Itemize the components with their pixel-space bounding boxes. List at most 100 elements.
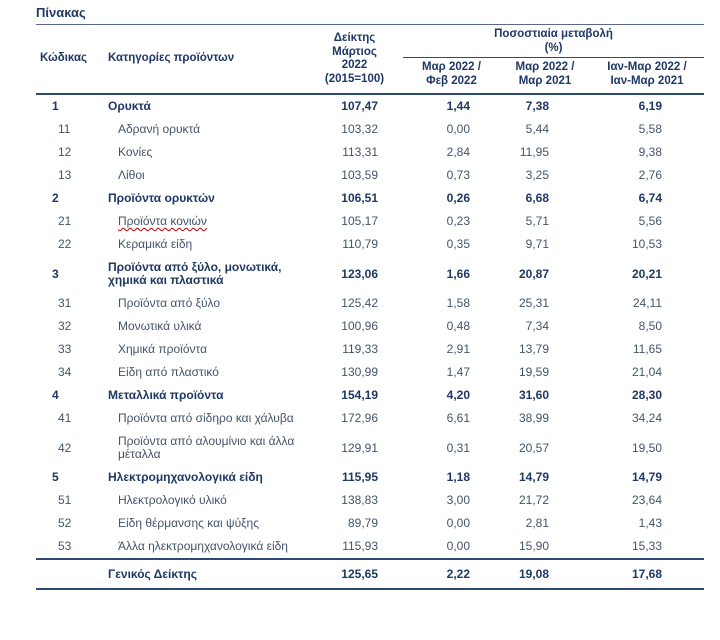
product-code: 41 (58, 411, 72, 425)
index-value: 103,59 (341, 168, 378, 182)
product-code: 1 (52, 99, 59, 113)
product-code: 52 (58, 516, 72, 530)
product-category-label: Προϊόντα από ξύλο, μονωτικά, χημικά και … (108, 260, 282, 287)
general-index-value: 125,65 (306, 558, 403, 590)
index-value: 115,93 (342, 539, 378, 553)
product-category-label: Προϊόντα ορυκτών (108, 191, 215, 205)
table-row: 32 Μονωτικά υλικά 100,96 0,48 7,34 8,50 (36, 315, 704, 338)
product-category: Προϊόντα από αλουμίνιο και άλλα μέταλλα (106, 430, 306, 466)
mom-change: 0,26 (446, 191, 470, 205)
product-category-label: Ορυκτά (108, 99, 151, 113)
footer-empty-code (36, 558, 106, 590)
index-value: 129,91 (341, 440, 378, 455)
yoy-change: 13,79 (518, 342, 549, 356)
mom-change: 1,44 (446, 99, 470, 113)
index-value: 138,83 (341, 493, 378, 507)
price-index-table: Κώδικας Κατηγορίες προϊόντων Δείκτης Μάρ… (36, 24, 705, 590)
index-value: 125,42 (341, 296, 378, 310)
product-category: Ηλεκτρομηχανολογικά είδη (106, 466, 306, 489)
mom-change: 6,61 (446, 411, 470, 425)
product-category-label: Λίθοι (118, 168, 145, 182)
table-row: 52 Είδη θέρμανσης και ψύξης 89,79 0,00 2… (36, 512, 704, 535)
product-code: 42 (58, 440, 72, 455)
cumulative-change: 14,79 (631, 470, 663, 484)
yoy-change: 5,44 (525, 122, 549, 136)
product-category: Ορυκτά (106, 94, 306, 118)
product-category: Μεταλλικά προϊόντα (106, 384, 306, 407)
yoy-change: 38,99 (518, 411, 549, 425)
mom-change: 1,18 (446, 470, 470, 484)
product-category-label: Προϊόντα από ξύλο (118, 296, 220, 310)
product-category: Προϊόντα από ξύλο (106, 292, 306, 315)
product-category-label: Άλλα ηλεκτρομηχανολογικά είδη (118, 539, 288, 553)
table-row: 53 Άλλα ηλεκτρομηχανολογικά είδη 115,93 … (36, 535, 704, 559)
mom-change: 1,66 (446, 266, 470, 281)
yoy-change: 19,59 (518, 365, 549, 379)
product-category-label: Κονίες (118, 145, 153, 159)
product-code: 31 (58, 296, 72, 310)
product-category: Προϊόντα κονιών (106, 210, 306, 233)
product-category-label: Μονωτικά υλικά (118, 319, 202, 333)
cumulative-change: 9,38 (638, 145, 663, 159)
cumulative-change: 23,64 (631, 493, 663, 507)
general-index-yoy: 19,08 (500, 558, 590, 590)
product-code: 34 (58, 365, 72, 379)
product-code: 3 (52, 266, 59, 281)
mom-change: 0,00 (446, 122, 470, 136)
product-category-label: Ηλεκτρολογικό υλικό (118, 493, 227, 507)
cumulative-change: 21,04 (631, 365, 663, 379)
product-category: Προϊόντα από σίδηρο και χάλυβα (106, 407, 306, 430)
product-code: 12 (58, 145, 72, 159)
product-category: Είδη θέρμανσης και ψύξης (106, 512, 306, 535)
product-code: 51 (58, 493, 72, 507)
cumulative-change: 10,53 (631, 237, 663, 251)
table-row: 51 Ηλεκτρολογικό υλικό 138,83 3,00 21,72… (36, 489, 704, 512)
column-header-pct-group: Ποσοστιαία μεταβολή (%) (403, 24, 705, 58)
mom-change: 0,00 (446, 516, 470, 530)
index-value: 107,47 (341, 99, 378, 113)
mom-change: 0,00 (446, 539, 470, 553)
mom-change: 1,47 (446, 365, 470, 379)
product-category: Είδη από πλαστικό (106, 361, 306, 384)
table-row: 41 Προϊόντα από σίδηρο και χάλυβα 172,96… (36, 407, 704, 430)
product-code: 32 (58, 319, 72, 333)
yoy-change: 14,79 (518, 470, 549, 484)
mom-change: 1,58 (446, 296, 470, 310)
yoy-change: 21,72 (518, 493, 549, 507)
product-category-label: Μεταλλικά προϊόντα (108, 388, 224, 402)
yoy-change: 2,81 (525, 516, 549, 530)
product-code: 13 (58, 168, 72, 182)
cumulative-change: 1,43 (638, 516, 663, 530)
index-value: 172,96 (341, 411, 378, 425)
product-code: 4 (52, 388, 59, 402)
table-row: 34 Είδη από πλαστικό 130,99 1,47 19,59 2… (36, 361, 704, 384)
index-value: 113,31 (342, 145, 378, 159)
yoy-change: 7,34 (525, 319, 549, 333)
product-category-label: Αδρανή ορυκτά (118, 122, 201, 136)
table-row: 5 Ηλεκτρομηχανολογικά είδη 115,95 1,18 1… (36, 466, 704, 489)
table-row: 12 Κονίες 113,31 2,84 11,95 9,38 (36, 141, 704, 164)
yoy-change: 25,31 (518, 296, 549, 310)
column-header-mom: Μαρ 2022 / Φεβ 2022 (403, 57, 500, 95)
product-category-label: Χημικά προϊόντα (118, 342, 208, 356)
product-code: 33 (58, 342, 72, 356)
table-row: 11 Αδρανή ορυκτά 103,32 0,00 5,44 5,58 (36, 118, 704, 141)
column-header-category: Κατηγορίες προϊόντων (106, 24, 306, 95)
index-value: 123,06 (341, 266, 378, 281)
table-row: 31 Προϊόντα από ξύλο 125,42 1,58 25,31 2… (36, 292, 704, 315)
column-header-index: Δείκτης Μάρτιος 2022 (2015=100) (306, 24, 403, 95)
product-category: Λίθοι (106, 164, 306, 187)
product-code: 5 (52, 470, 59, 484)
cumulative-change: 34,24 (631, 411, 663, 425)
cumulative-change: 11,65 (632, 342, 663, 356)
table-row: 2 Προϊόντα ορυκτών 106,51 0,26 6,68 6,74 (36, 187, 704, 210)
general-index-mom: 2,22 (403, 558, 500, 590)
cumulative-change: 20,21 (631, 266, 663, 281)
product-category: Μονωτικά υλικά (106, 315, 306, 338)
yoy-change: 7,38 (525, 99, 549, 113)
product-category: Κεραμικά είδη (106, 233, 306, 256)
yoy-change: 15,90 (518, 539, 549, 553)
mom-change: 2,84 (446, 145, 470, 159)
cumulative-change: 6,19 (638, 99, 663, 113)
general-index-cumulative: 17,68 (590, 558, 705, 590)
